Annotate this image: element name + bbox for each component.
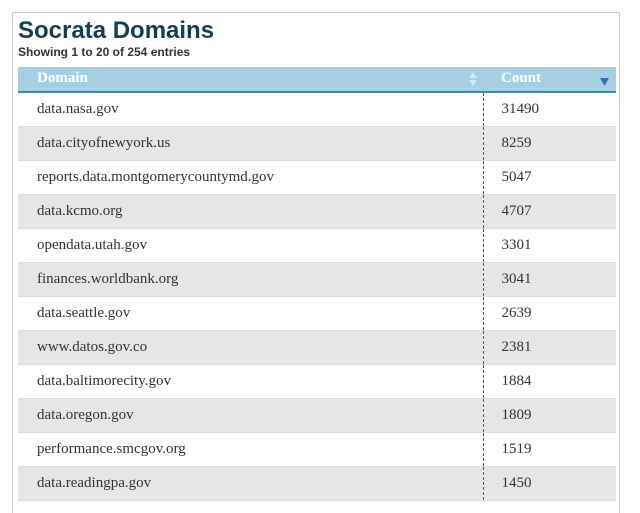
domains-panel: Socrata Domains Showing 1 to 20 of 254 e… <box>12 12 620 513</box>
count-cell: 1884 <box>482 364 616 398</box>
table-body: data.nasa.gov 31490 data.cityofnewyork.us 8… <box>18 92 616 500</box>
domain-cell: data.kcmo.org <box>37 202 123 219</box>
table-row: performance.smcgov.org 1519 <box>18 432 616 466</box>
count-cell: 8259 <box>482 126 616 160</box>
table-row: finances.worldbank.org 3041 <box>18 262 616 296</box>
domain-cell: data.baltimorecity.gov <box>37 372 171 389</box>
domain-cell: data.seattle.gov <box>37 304 131 321</box>
domain-cell: data.oregon.gov <box>37 406 134 423</box>
table-row: www.datos.gov.co 2381 <box>18 330 616 364</box>
count-cell: 31490 <box>482 92 616 126</box>
domain-cell: data.nasa.gov <box>37 100 119 117</box>
count-cell: 2639 <box>482 296 616 330</box>
count-cell: 1809 <box>482 398 616 432</box>
table-row: data.nasa.gov 31490 <box>18 92 616 126</box>
domain-cell: finances.worldbank.org <box>37 270 179 287</box>
table-row: data.cityofnewyork.us 8259 <box>18 126 616 160</box>
table-header: Domain Count <box>18 67 616 93</box>
table-row: opendata.utah.gov 3301 <box>18 228 616 262</box>
table-row: data.oregon.gov 1809 <box>18 398 616 432</box>
column-header-count-label: Count <box>501 70 542 86</box>
domain-cell: reports.data.montgomerycountymd.gov <box>37 168 275 185</box>
count-cell: 3041 <box>482 262 616 296</box>
domain-cell: data.cityofnewyork.us <box>37 134 171 151</box>
domain-cell: data.readingpa.gov <box>37 474 152 491</box>
table-row: data.kcmo.org 4707 <box>18 194 616 228</box>
table-row: data.readingpa.gov 1450 <box>18 466 616 500</box>
table-row: data.baltimorecity.gov 1884 <box>18 364 616 398</box>
count-cell: 3301 <box>482 228 616 262</box>
page-title: Socrata Domains <box>18 17 215 44</box>
column-header-domain[interactable]: Domain <box>18 67 483 93</box>
count-cell: 2381 <box>482 330 616 364</box>
domains-table-container: Domain Count data.nasa.gov 31490 data. <box>18 67 616 501</box>
header-row: Domain Count <box>18 67 616 93</box>
sort-both-icon[interactable] <box>469 72 477 86</box>
table-row: reports.data.montgomerycountymd.gov 5047 <box>18 160 616 194</box>
domain-cell: www.datos.gov.co <box>37 338 148 355</box>
domain-cell: opendata.utah.gov <box>37 236 147 253</box>
count-cell: 1519 <box>482 432 616 466</box>
domains-table: Domain Count data.nasa.gov 31490 data. <box>18 67 616 501</box>
column-header-count[interactable]: Count <box>483 67 616 93</box>
count-cell: 5047 <box>482 160 616 194</box>
count-cell: 4707 <box>482 194 616 228</box>
count-cell: 1450 <box>482 466 616 500</box>
table-info: Showing 1 to 20 of 254 entries <box>18 45 191 59</box>
sort-descending-icon[interactable] <box>600 78 609 86</box>
table-row: data.seattle.gov 2639 <box>18 296 616 330</box>
column-header-domain-label: Domain <box>37 70 88 86</box>
domain-cell: performance.smcgov.org <box>37 440 186 457</box>
